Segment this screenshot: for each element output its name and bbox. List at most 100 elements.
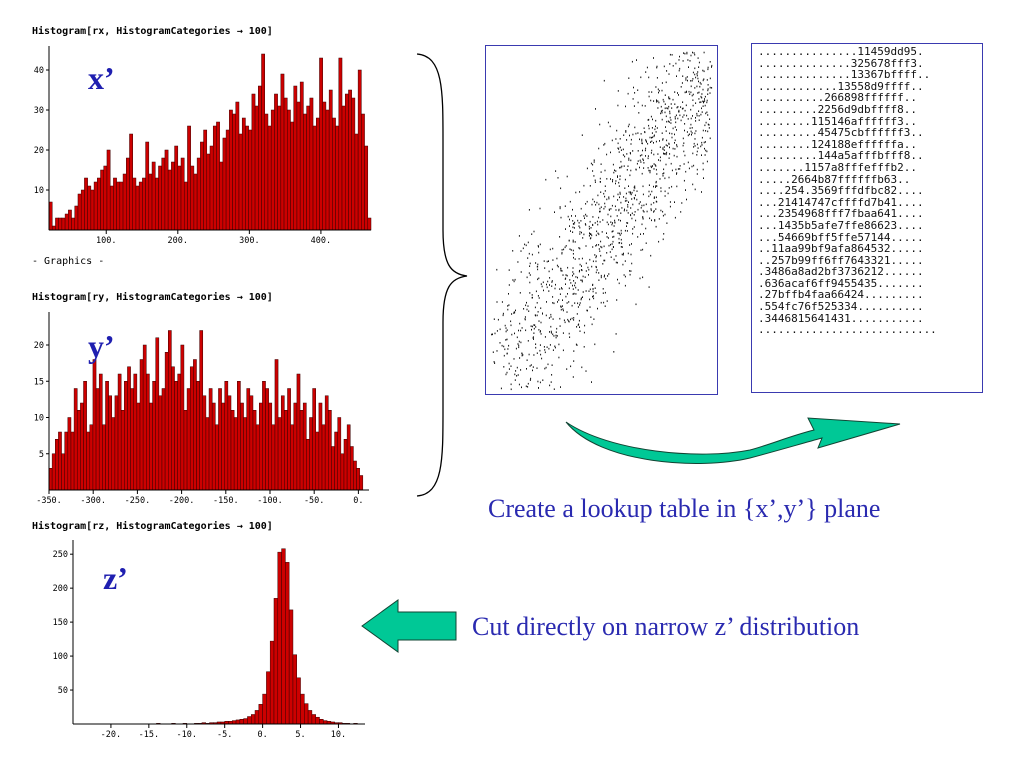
scatter-point bbox=[635, 303, 637, 306]
histogram-bar bbox=[254, 710, 260, 725]
scatter-point bbox=[641, 204, 643, 207]
scatter-point bbox=[629, 273, 631, 276]
scatter-point bbox=[503, 366, 505, 368]
scatter-point bbox=[654, 164, 656, 166]
scatter-point bbox=[564, 205, 566, 207]
cut-caption: Cut directly on narrow z’ distribution bbox=[472, 612, 860, 641]
scatter-point bbox=[643, 211, 645, 213]
scatter-point bbox=[656, 127, 658, 129]
scatter-point bbox=[578, 247, 580, 249]
scatter-point bbox=[615, 180, 617, 182]
scatter-point bbox=[585, 203, 587, 205]
scatter-point bbox=[671, 185, 673, 188]
scatter-point bbox=[663, 233, 665, 235]
scatter-point bbox=[606, 198, 608, 201]
scatter-point bbox=[578, 222, 580, 224]
scatter-point bbox=[641, 142, 643, 144]
scatter-point bbox=[607, 237, 609, 239]
scatter-point bbox=[551, 281, 553, 283]
scatter-point bbox=[555, 170, 557, 172]
scatter-point bbox=[700, 101, 702, 103]
scatter-point bbox=[619, 242, 621, 244]
x-tick-label: -100. bbox=[257, 496, 283, 506]
histogram-bar bbox=[332, 117, 336, 231]
histogram-bar bbox=[80, 189, 85, 231]
x-tick-label: 0. bbox=[353, 496, 363, 506]
scatter-point bbox=[655, 168, 657, 171]
x-tick-label: -350. bbox=[36, 496, 62, 506]
scatter-point bbox=[593, 161, 595, 163]
scatter-point bbox=[533, 354, 535, 356]
scatter-point bbox=[623, 165, 625, 167]
scatter-point bbox=[505, 373, 507, 376]
scatter-point bbox=[543, 289, 544, 292]
scatter-point bbox=[600, 254, 602, 257]
lookup-table-row: .3486a8ad2bf3736212...... bbox=[758, 265, 924, 279]
scatter-point bbox=[631, 198, 633, 200]
x-tick-label: -50. bbox=[304, 496, 324, 506]
scatter-point bbox=[672, 65, 674, 67]
scatter-point bbox=[642, 159, 644, 162]
scatter-point bbox=[602, 292, 604, 294]
scatter-point bbox=[536, 314, 538, 317]
scatter-point bbox=[686, 52, 688, 55]
scatter-point bbox=[536, 265, 538, 268]
scatter-point bbox=[687, 79, 688, 82]
scatter-point bbox=[584, 324, 586, 327]
scatter-point bbox=[593, 297, 595, 300]
scatter-point bbox=[698, 91, 700, 94]
scatter-point bbox=[620, 238, 622, 241]
scatter-point bbox=[552, 302, 554, 304]
scatter-point bbox=[648, 76, 650, 79]
scatter-point bbox=[573, 280, 575, 282]
scatter-point bbox=[604, 169, 606, 172]
scatter-point bbox=[560, 386, 561, 388]
scatter-point bbox=[615, 209, 617, 211]
histogram-bar bbox=[51, 453, 56, 491]
scatter-point bbox=[679, 114, 681, 117]
scatter-point bbox=[610, 151, 611, 154]
scatter-point bbox=[596, 269, 598, 271]
scatter-point bbox=[497, 318, 499, 321]
scatter-point bbox=[669, 201, 671, 203]
scatter-point bbox=[690, 117, 692, 120]
scatter-point bbox=[694, 145, 696, 147]
scatter-point bbox=[669, 153, 671, 155]
scatter-point bbox=[526, 276, 528, 279]
histogram-bar bbox=[353, 460, 357, 491]
scatter-point bbox=[665, 130, 667, 132]
scatter-point bbox=[549, 344, 551, 346]
histogram-bar bbox=[209, 145, 214, 231]
histogram-bar bbox=[92, 359, 97, 491]
scatter-point bbox=[573, 273, 575, 275]
histogram-bar bbox=[158, 395, 163, 491]
histogram-bar bbox=[58, 431, 62, 491]
histogram-bar bbox=[180, 344, 185, 491]
scatter-point bbox=[617, 199, 619, 201]
scatter-point bbox=[598, 279, 600, 281]
scatter-point bbox=[560, 306, 562, 308]
scatter-point bbox=[688, 167, 690, 170]
scatter-point bbox=[607, 275, 609, 277]
scatter-point bbox=[575, 215, 576, 217]
scatter-point bbox=[590, 162, 592, 165]
scatter-point bbox=[579, 304, 581, 306]
scatter-point bbox=[579, 231, 581, 233]
scatter-point bbox=[581, 279, 583, 282]
scatter-point bbox=[694, 138, 696, 140]
scatter-point bbox=[592, 290, 594, 293]
scatter-point bbox=[670, 119, 672, 121]
scatter-point bbox=[533, 230, 535, 233]
scatter-point bbox=[655, 125, 656, 128]
scatter-point bbox=[698, 66, 700, 68]
scatter-point bbox=[626, 199, 628, 202]
histogram-bar bbox=[246, 388, 251, 491]
scatter-point bbox=[606, 221, 608, 224]
scatter-point bbox=[585, 290, 587, 292]
scatter-point bbox=[627, 92, 629, 95]
scatter-point bbox=[565, 277, 567, 280]
scatter-point bbox=[575, 286, 577, 289]
scatter-point bbox=[691, 79, 693, 82]
histogram-bar bbox=[281, 548, 286, 725]
